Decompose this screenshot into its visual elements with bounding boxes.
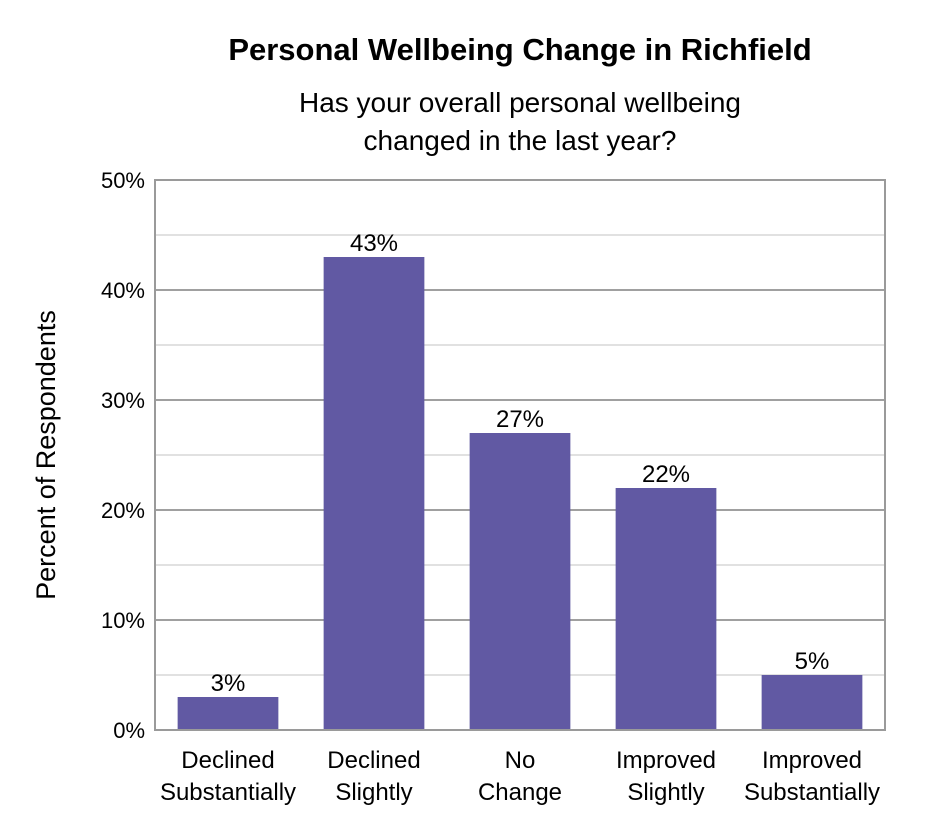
bars	[177, 257, 863, 730]
chart-title: Personal Wellbeing Change in Richfield	[228, 32, 811, 67]
y-tick-label: 50%	[101, 168, 145, 193]
bar	[469, 433, 571, 730]
y-tick-label: 0%	[113, 718, 145, 743]
x-tick-label: Declined Slightly	[327, 747, 420, 806]
chart-subtitle-line-1: Has your overall personal wellbeing	[299, 87, 741, 118]
bar	[761, 675, 863, 730]
bar	[323, 257, 425, 730]
data-labels: 3% 43% 27% 22% 5%	[211, 230, 830, 697]
plot-frame	[154, 179, 886, 731]
y-tick-label: 30%	[101, 388, 145, 413]
y-tick-label: 20%	[101, 498, 145, 523]
data-label: 43%	[350, 230, 398, 257]
y-tick-label: 40%	[101, 278, 145, 303]
data-label: 27%	[496, 406, 544, 433]
data-label: 22%	[642, 461, 690, 488]
data-label: 5%	[795, 648, 830, 675]
bar	[177, 697, 279, 730]
x-tick-label: Declined Substantially	[160, 747, 296, 806]
chart-subtitle-line-2: changed in the last year?	[364, 125, 677, 156]
plot-border	[154, 179, 886, 731]
y-tick-label: 10%	[101, 608, 145, 633]
y-axis-label: Percent of Respondents	[31, 310, 61, 600]
bar	[615, 488, 717, 730]
data-label: 3%	[211, 670, 246, 697]
x-tick-labels: Declined Substantially Declined Slightly No C…	[160, 747, 880, 806]
x-tick-label: Improved Slightly	[616, 747, 716, 806]
y-tick-labels: 0% 10% 20% 30% 40% 50%	[101, 168, 145, 743]
x-tick-label: No Change	[478, 747, 562, 806]
x-tick-label: Improved Substantially	[744, 747, 880, 806]
